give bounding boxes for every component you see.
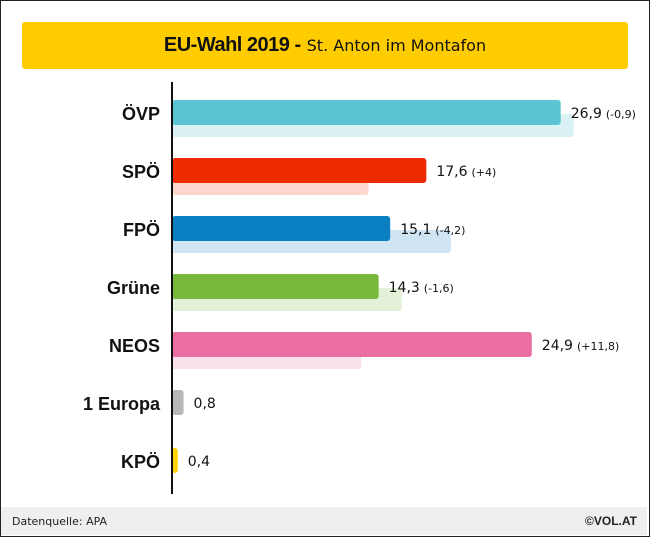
change-label-1: (+4) — [471, 166, 496, 179]
change-label-3: (-1,6) — [424, 282, 454, 295]
title-banner: EU-Wahl 2019 - St. Anton im Montafon — [22, 22, 628, 69]
data-source: Datenquelle: APA — [12, 515, 108, 528]
value-label-3: 14,3 (-1,6) — [389, 280, 454, 296]
category-label-4: NEOS — [109, 336, 160, 356]
category-label-6: KPÖ — [121, 452, 160, 472]
change-label-4: (+11,8) — [577, 340, 619, 353]
brand-logo: ©VOL.AT — [585, 514, 637, 528]
category-label-3: Grüne — [107, 278, 160, 298]
bar-6 — [172, 448, 178, 473]
bar-3 — [172, 274, 379, 299]
bar-1 — [172, 158, 427, 183]
bar-4 — [172, 332, 532, 357]
bar-2 — [172, 216, 391, 241]
change-label-2: (-4,2) — [435, 224, 465, 237]
value-label-0: 26,9 (-0,9) — [571, 106, 636, 122]
value-label-5: 0,8 — [194, 396, 216, 412]
footer: Datenquelle: APA ©VOL.AT — [1, 507, 647, 535]
category-label-5: 1 Europa — [83, 394, 161, 414]
chart-subtitle: St. Anton im Montafon — [306, 36, 487, 55]
category-label-1: SPÖ — [122, 162, 160, 182]
chart-title: EU-Wahl 2019 - — [163, 34, 301, 56]
value-label-6: 0,4 — [188, 454, 210, 470]
value-label-1: 17,6 (+4) — [436, 164, 496, 180]
bar-0 — [172, 100, 561, 125]
bar-5 — [172, 390, 184, 415]
value-label-4: 24,9 (+11,8) — [542, 338, 619, 354]
change-label-0: (-0,9) — [606, 108, 636, 121]
category-label-0: ÖVP — [122, 104, 160, 124]
category-label-2: FPÖ — [123, 220, 160, 240]
